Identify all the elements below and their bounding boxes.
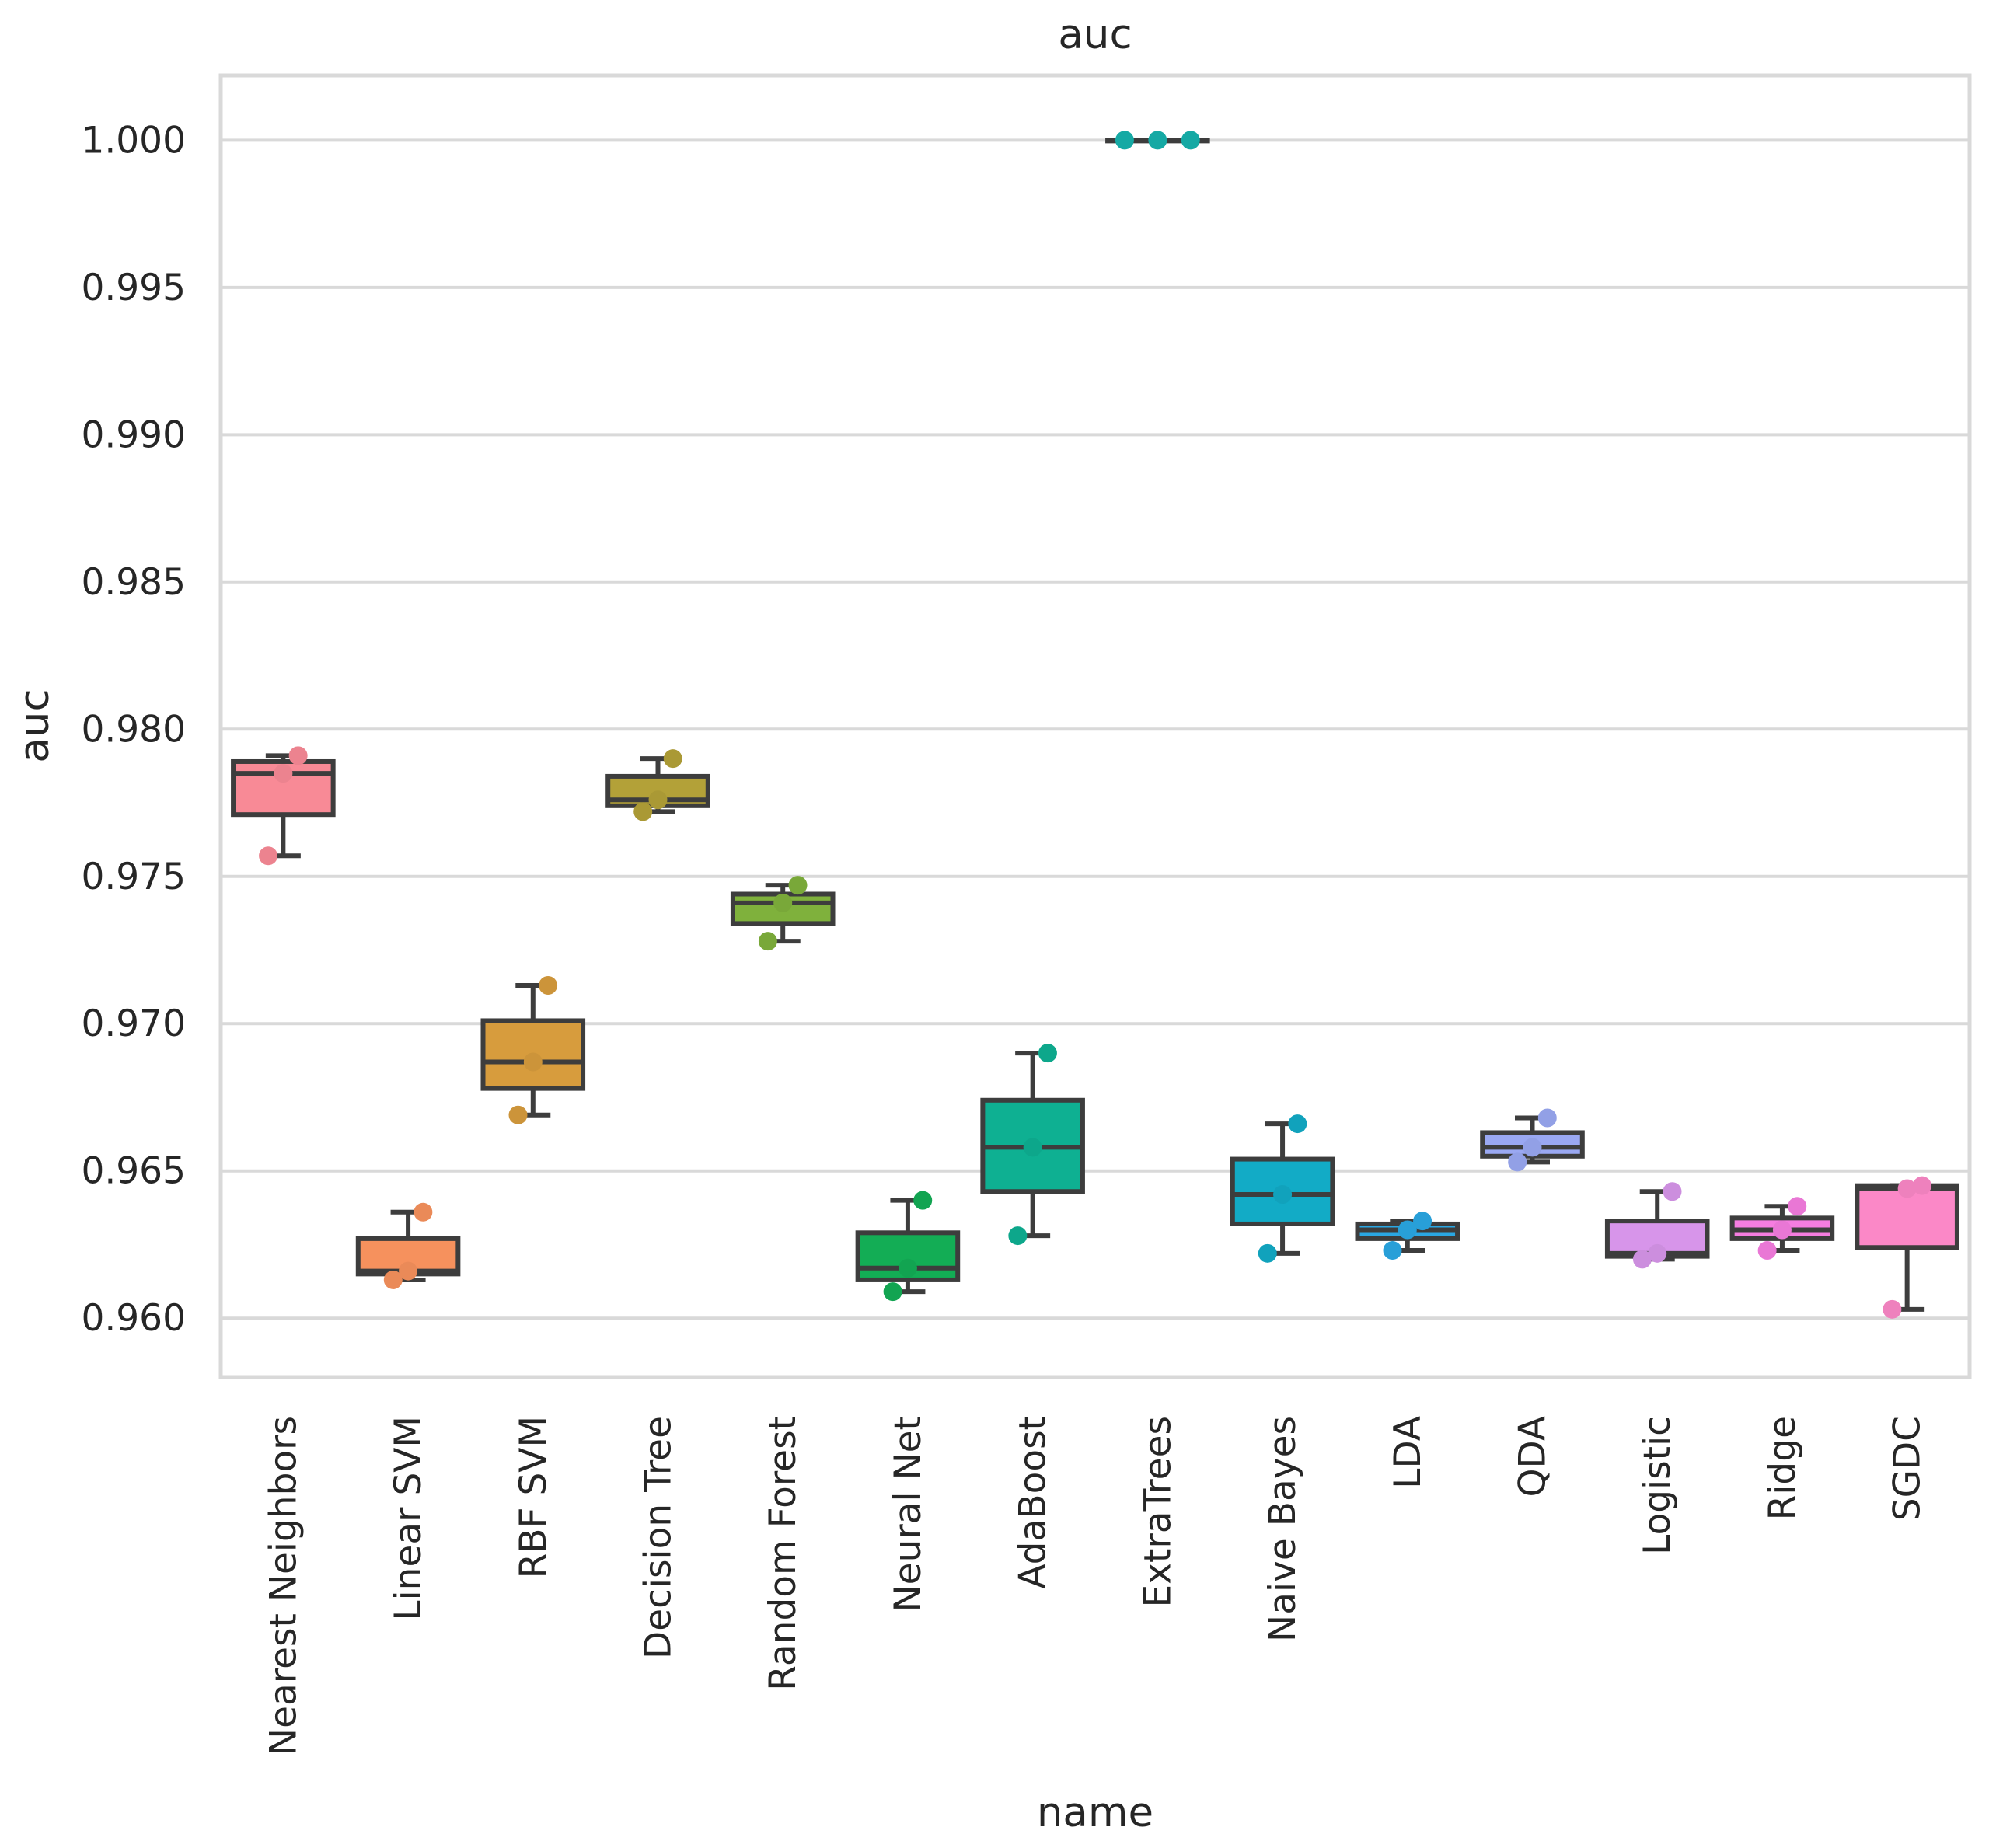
data-point xyxy=(1148,131,1167,150)
box-group xyxy=(231,746,336,866)
box-group xyxy=(1855,1176,1959,1319)
data-point xyxy=(898,1258,917,1278)
box-group xyxy=(980,1044,1085,1246)
data-point xyxy=(274,764,293,783)
box-group xyxy=(855,1191,961,1302)
x-tick-label: Decision Tree xyxy=(637,1416,680,1659)
box-group xyxy=(1105,131,1210,150)
y-tick-label: 0.960 xyxy=(81,1297,186,1340)
box-plots xyxy=(231,131,1959,1319)
y-tick-label: 0.970 xyxy=(81,1002,186,1045)
data-point xyxy=(1258,1243,1277,1263)
data-point xyxy=(1038,1044,1057,1063)
y-tick-label: 0.975 xyxy=(81,856,186,898)
x-tick-label: Random Forest xyxy=(762,1416,804,1691)
data-point xyxy=(383,1270,403,1289)
data-point xyxy=(1757,1241,1777,1260)
box-group xyxy=(1355,1212,1460,1260)
data-point xyxy=(1181,131,1200,150)
box-group xyxy=(1604,1182,1710,1269)
box-group xyxy=(480,975,586,1124)
data-point xyxy=(414,1202,433,1222)
x-tick-label: SGDC xyxy=(1886,1416,1929,1521)
data-point xyxy=(1523,1138,1542,1157)
data-point xyxy=(1912,1176,1931,1195)
data-point xyxy=(663,749,682,769)
data-point xyxy=(1632,1250,1652,1269)
y-tick-label: 0.985 xyxy=(81,561,186,604)
y-tick-label: 0.995 xyxy=(81,267,186,309)
data-point xyxy=(633,802,653,821)
data-point xyxy=(788,876,808,895)
x-tick-label: Naive Bayes xyxy=(1261,1416,1304,1642)
data-point xyxy=(399,1261,418,1281)
x-tick-label: QDA xyxy=(1512,1416,1555,1498)
iqr-box xyxy=(231,758,336,818)
y-tick-labels: 0.960 0.965 0.970 0.975 0.980 0.985 0.990 0.995… xyxy=(81,119,186,1340)
x-axis-label: name xyxy=(1037,1789,1153,1836)
x-tick-label: LDA xyxy=(1387,1416,1429,1489)
data-point xyxy=(1508,1152,1527,1172)
x-tick-label: AdaBoost xyxy=(1012,1416,1055,1589)
y-axis-label: auc xyxy=(11,689,58,762)
data-point xyxy=(1537,1108,1557,1128)
data-point xyxy=(1883,1299,1902,1319)
plot-frame xyxy=(218,73,1972,1379)
data-point xyxy=(1273,1185,1293,1205)
box-group xyxy=(355,1202,461,1289)
box-group xyxy=(1729,1197,1835,1260)
x-tick-label: Neural Net xyxy=(887,1416,930,1613)
y-tick-label: 0.990 xyxy=(81,413,186,456)
data-point xyxy=(1288,1114,1307,1134)
data-point xyxy=(523,1052,543,1072)
x-tick-label: ExtraTrees xyxy=(1136,1416,1179,1607)
data-point xyxy=(913,1191,933,1210)
data-point xyxy=(1648,1243,1667,1263)
data-point xyxy=(1023,1138,1042,1157)
box-group xyxy=(1480,1108,1585,1172)
data-point xyxy=(1772,1220,1792,1240)
data-point xyxy=(1115,131,1134,150)
x-tick-labels: Nearest Neighbors Linear SVM RBF SVM Decisi… xyxy=(262,1416,1928,1756)
data-point xyxy=(1788,1197,1807,1216)
data-point xyxy=(1663,1182,1682,1201)
iqr-box xyxy=(1230,1156,1335,1226)
y-tick-label: 0.980 xyxy=(81,708,186,751)
data-point xyxy=(1897,1179,1917,1198)
box-group xyxy=(1230,1114,1335,1263)
data-point xyxy=(758,932,777,951)
x-tick-label: RBF SVM xyxy=(512,1416,555,1578)
y-tick-label: 0.965 xyxy=(81,1150,186,1193)
x-tick-label: Logistic xyxy=(1636,1416,1679,1555)
data-point xyxy=(288,746,308,765)
data-point xyxy=(1383,1241,1402,1260)
x-tick-label: Ridge xyxy=(1761,1416,1804,1520)
data-point xyxy=(508,1105,528,1124)
box-group xyxy=(605,749,710,821)
x-tick-label: Nearest Neighbors xyxy=(262,1416,305,1756)
data-point xyxy=(773,893,793,912)
data-point xyxy=(883,1282,902,1302)
data-point xyxy=(539,975,558,995)
data-point xyxy=(648,790,668,810)
box-group xyxy=(730,876,836,951)
y-tick-label: 1.000 xyxy=(81,119,186,162)
data-point xyxy=(1008,1226,1028,1246)
x-tick-label: Linear SVM xyxy=(387,1416,430,1621)
data-point xyxy=(1413,1212,1432,1231)
chart-title: auc xyxy=(1058,11,1132,58)
data-point xyxy=(1398,1220,1417,1240)
data-point xyxy=(259,846,278,866)
